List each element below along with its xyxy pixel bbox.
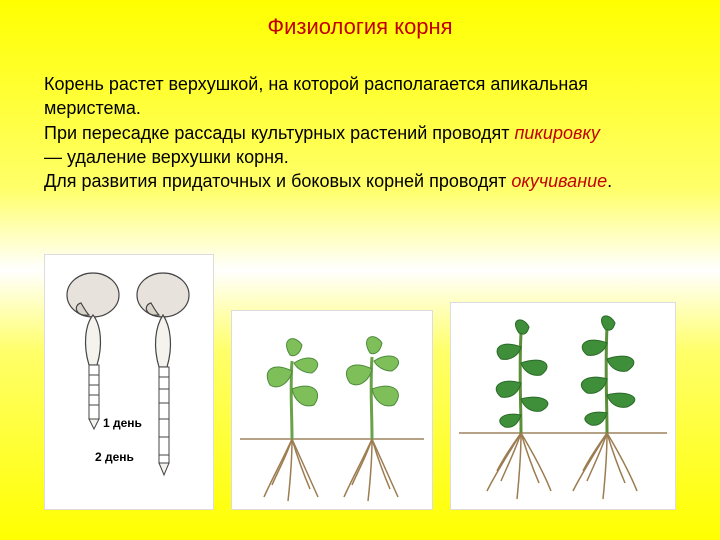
figure-seedlings — [231, 310, 433, 510]
slide: Физиология корня Корень растет верхушкой… — [0, 0, 720, 540]
paragraph-1: Корень растет верхушкой, на которой расп… — [44, 74, 588, 118]
paragraph-4c: . — [607, 171, 612, 191]
paragraph-4a: Для развития придаточных и боковых корне… — [44, 171, 511, 191]
caption-day2: 2 день — [95, 450, 134, 464]
figure-row: 1 день 2 день — [44, 254, 676, 510]
paragraph-2a: При пересадке рассады культурных растени… — [44, 123, 515, 143]
caption-day1: 1 день — [103, 416, 142, 430]
body-text: Корень растет верхушкой, на которой расп… — [44, 72, 680, 193]
slide-title: Физиология корня — [0, 14, 720, 40]
highlight-pikirovku: пикировку — [515, 123, 600, 143]
highlight-okuchivanie: окучивание — [511, 171, 607, 191]
figure-root-growth: 1 день 2 день — [44, 254, 214, 510]
paragraph-3: — удаление верхушки корня. — [44, 147, 289, 167]
figure-plants — [450, 302, 676, 510]
